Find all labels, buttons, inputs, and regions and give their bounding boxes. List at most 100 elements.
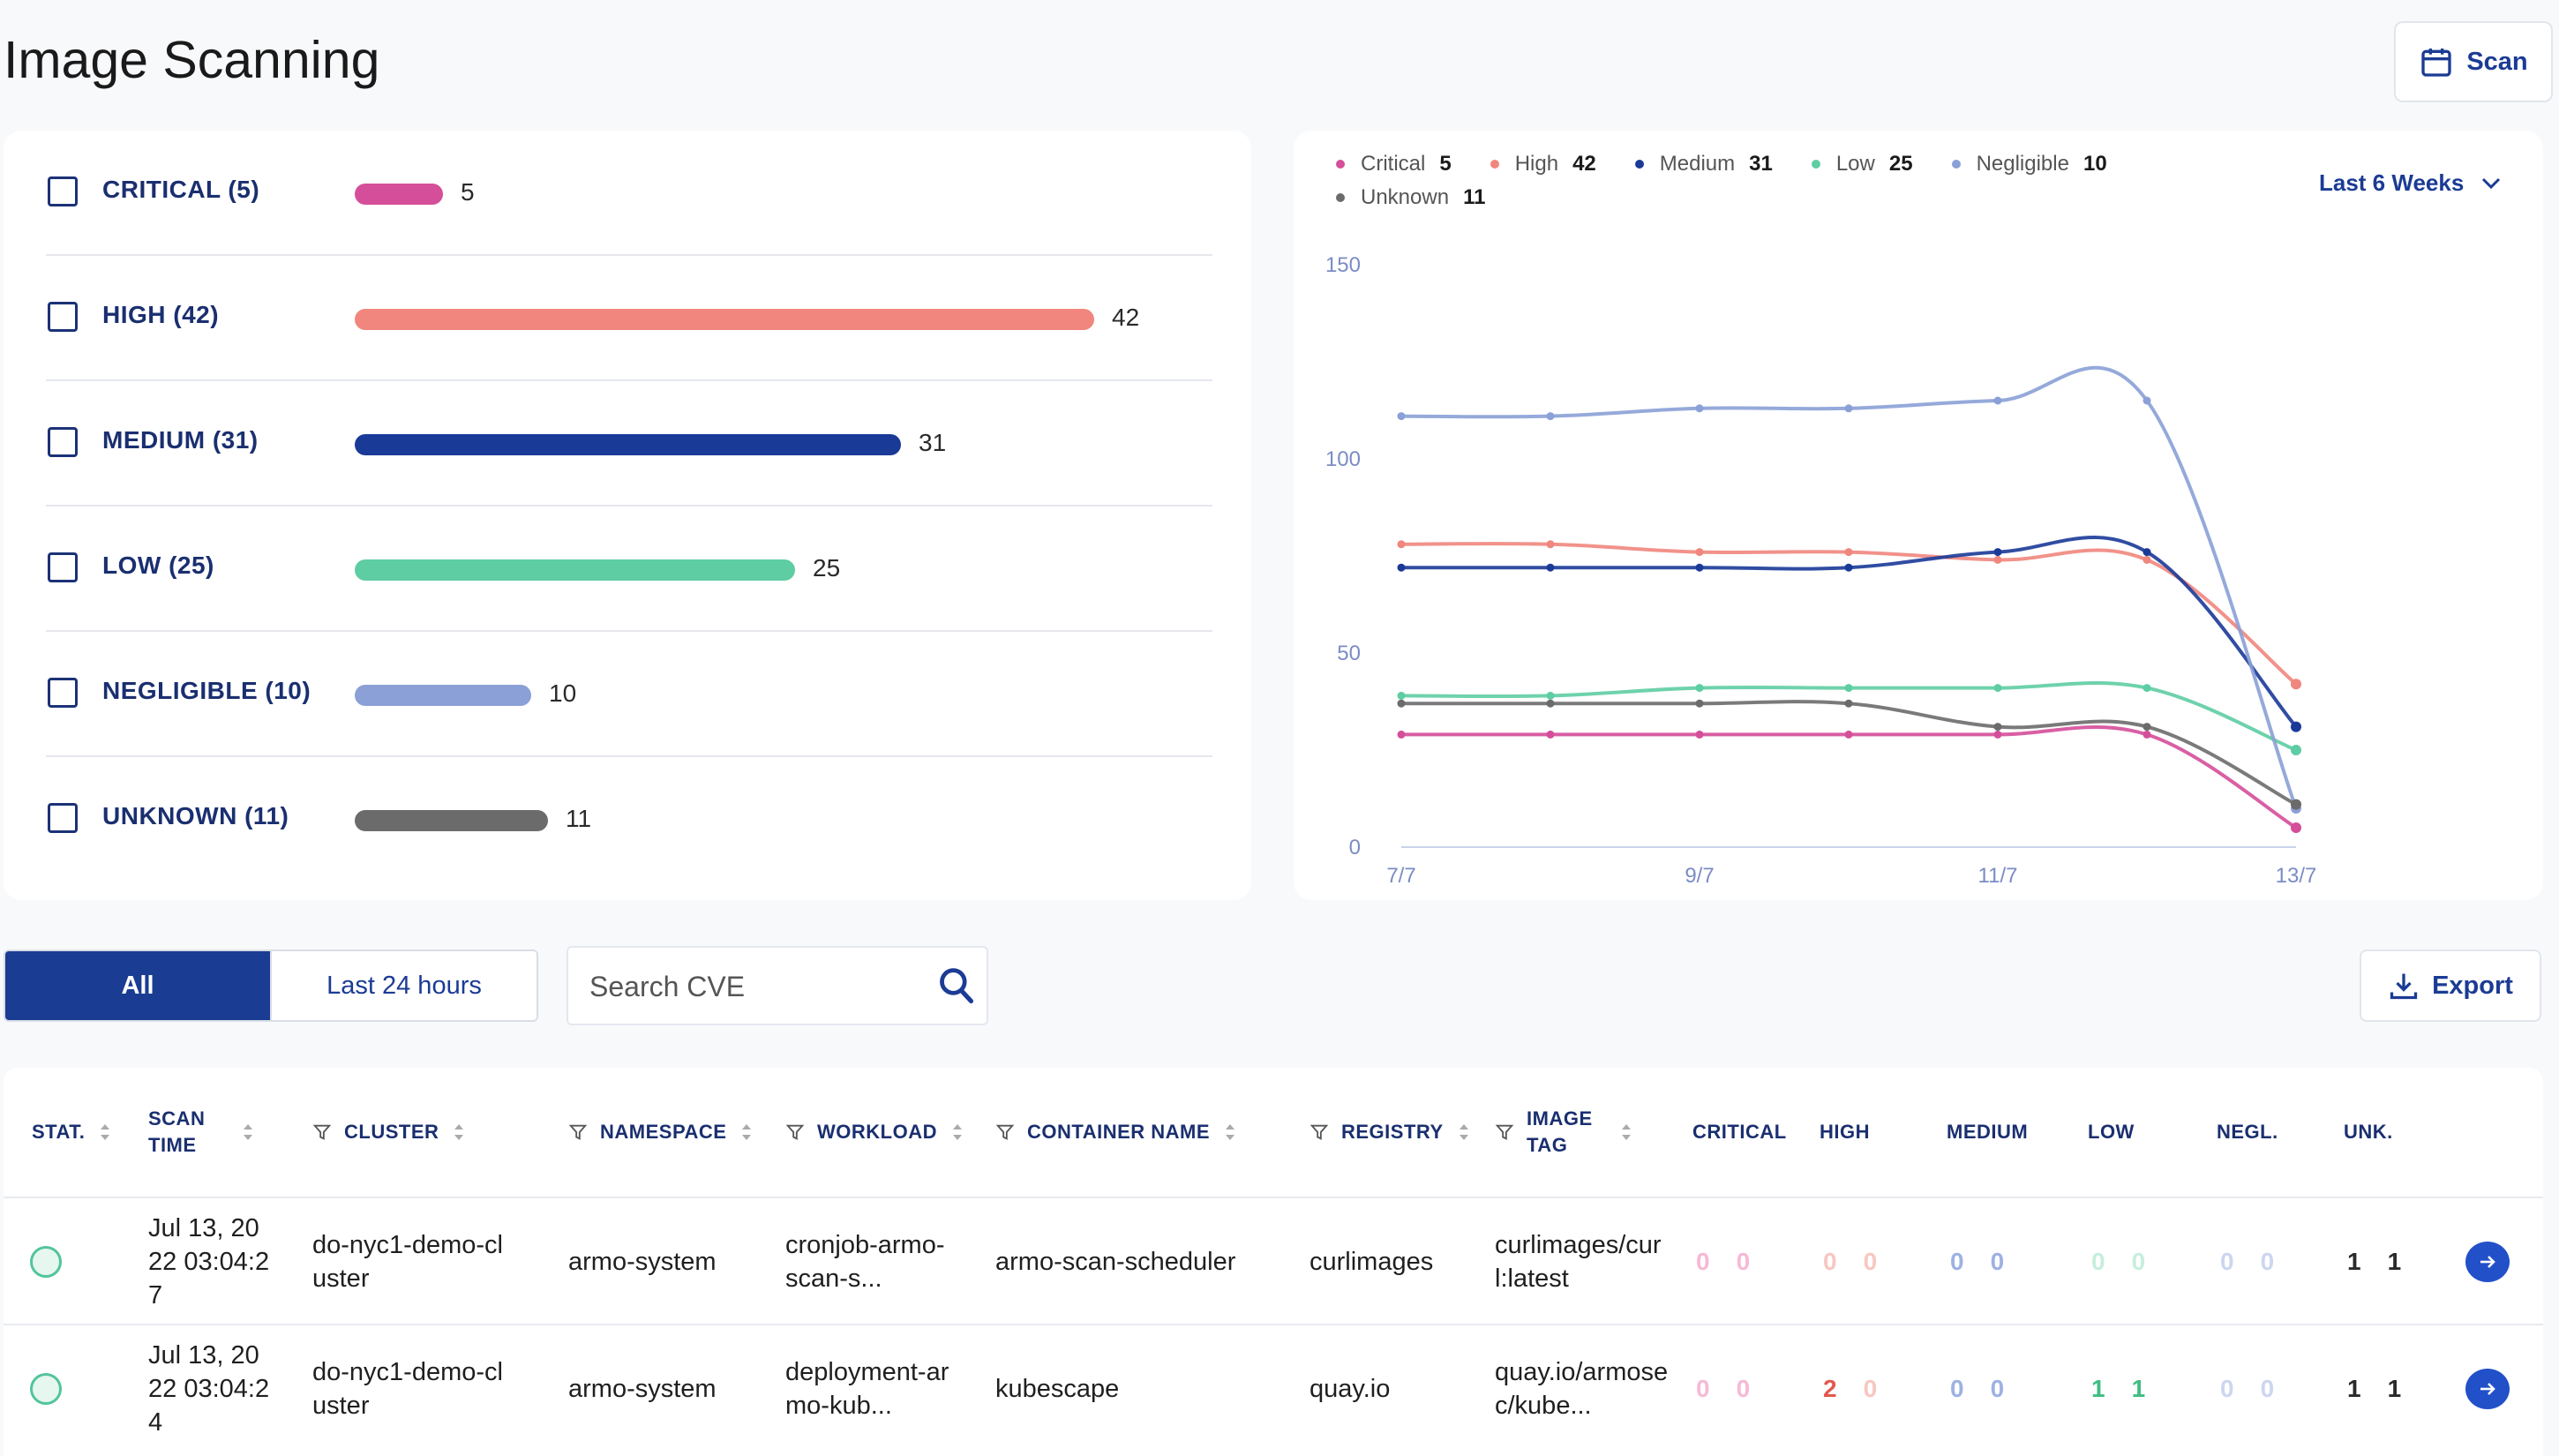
count-value: 1 [2347,1375,2361,1402]
export-button[interactable]: Export [2360,949,2541,1022]
legend-name: Low [1835,152,1875,176]
column-header[interactable]: NAMESPACE [568,1068,753,1197]
search-box [567,946,988,1025]
column-header[interactable]: NEGL. [2217,1068,2278,1197]
count-value: 0 [1950,1375,1964,1402]
legend-count: 11 [1463,185,1486,209]
cell-namespace: armo-system [568,1325,736,1452]
column-header[interactable]: IMAGE TAG [1495,1068,1632,1197]
column-header[interactable]: CRITICAL [1692,1068,1787,1197]
severity-checkbox[interactable] [48,678,78,708]
severity-checkbox[interactable] [48,552,78,582]
count-value: 0 [1736,1375,1751,1402]
legend-count: 5 [1439,152,1452,176]
row-open-button[interactable] [2465,1242,2510,1282]
status-indicator [30,1246,62,1278]
sort-icon[interactable] [453,1122,465,1142]
series-line-negligible [1400,365,2298,809]
count-value: 1 [2091,1375,2105,1402]
scan-button-label: Scan [2466,47,2528,76]
column-header[interactable]: STAT. [32,1068,111,1197]
legend-item[interactable]: High 42 [1490,152,1596,176]
severity-checkbox[interactable] [48,176,78,206]
cell-cluster: do-nyc1-demo-cluster [312,1325,515,1452]
download-icon [2390,973,2418,1000]
sort-icon[interactable] [740,1122,753,1142]
filter-last24-button[interactable]: Last 24 hours [270,951,537,1020]
legend-name: Unknown [1361,185,1450,209]
severity-checkbox[interactable] [48,302,78,332]
legend-dot [1811,160,1820,169]
legend-count: 42 [1572,152,1596,176]
sort-icon[interactable] [951,1122,964,1142]
series-point-medium [1695,563,1704,572]
search-icon[interactable] [937,965,976,1008]
range-dropdown[interactable]: Last 6 Weeks [2319,169,2501,197]
x-tick-label: 11/7 [1978,864,2018,888]
cell-text: quay.io/armosec/kube... [1495,1358,1669,1420]
filter-icon[interactable] [568,1122,588,1142]
column-header[interactable]: UNK. [2344,1068,2393,1197]
filter-icon[interactable] [1495,1122,1514,1142]
filter-icon[interactable] [1310,1122,1329,1142]
column-header[interactable]: LOW [2088,1068,2135,1197]
arrow-right-icon [2480,1256,2495,1268]
series-point-negligible [2143,396,2151,405]
table-row[interactable]: Jul 13, 2022 03:04:27 do-nyc1-demo-cluste… [4,1197,2543,1324]
column-header[interactable]: MEDIUM [1947,1068,2028,1197]
count-value: 0 [1950,1248,1964,1275]
x-tick-label: 7/7 [1386,864,1415,888]
cell-workload: cronjob-armo-scan-s... [785,1198,953,1325]
series-point-low [2291,745,2301,755]
legend-item[interactable]: Medium 31 [1634,152,1773,176]
filter-all-button[interactable]: All [5,951,270,1020]
y-tick-label: 150 [1325,253,1361,277]
column-header[interactable]: SCAN TIME [148,1068,254,1197]
series-point-unknown [1993,723,2002,732]
count-value: 0 [2260,1248,2275,1275]
legend-item[interactable]: Low 25 [1811,152,1913,176]
column-header[interactable]: HIGH [1820,1068,1870,1197]
column-header[interactable]: REGISTRY [1310,1068,1470,1197]
filter-icon[interactable] [785,1122,805,1142]
scan-button[interactable]: Scan [2394,21,2553,102]
column-header[interactable]: WORKLOAD [785,1068,964,1197]
filter-icon[interactable] [995,1122,1015,1142]
legend-item[interactable]: Unknown 11 [1336,185,1485,210]
count-value: 1 [2387,1375,2402,1402]
severity-count: 31 [919,429,947,456]
legend-item[interactable]: Critical 5 [1336,152,1452,176]
legend-count: 10 [2082,152,2107,176]
series-point-critical [1844,730,1853,739]
severity-count: 11 [566,805,592,832]
row-open-button[interactable] [2465,1369,2510,1409]
series-point-critical [1546,730,1555,739]
sort-icon[interactable] [242,1122,254,1142]
severity-checkbox[interactable] [48,427,78,457]
severity-bar [355,184,443,205]
column-header-label: CRITICAL [1692,1121,1787,1143]
column-header[interactable]: CLUSTER [312,1068,465,1197]
series-point-low [1993,684,2002,693]
series-point-unknown [1695,699,1704,708]
sort-icon[interactable] [1224,1122,1236,1142]
severity-checkbox[interactable] [48,803,78,833]
search-cve-input[interactable] [589,967,925,1006]
chart-legend: Critical 5 High 42 Medium 31 Low 25 Negligible 10… [1336,152,2307,210]
series-point-critical [1397,730,1406,739]
sort-icon[interactable] [1458,1122,1470,1142]
severity-bar [355,309,1094,330]
legend-item[interactable]: Negligible 10 [1951,152,2107,176]
table-row[interactable]: Jul 13, 2022 03:04:24 do-nyc1-demo-cluste… [4,1324,2543,1451]
filter-icon[interactable] [312,1122,332,1142]
status-indicator [30,1373,62,1405]
column-header-label: UNK. [2344,1121,2393,1143]
column-header[interactable]: CONTAINER NAME [995,1068,1236,1197]
severity-count: 42 [1112,304,1140,331]
sort-icon[interactable] [99,1122,111,1142]
sort-icon[interactable] [1620,1122,1632,1142]
severity-row: HIGH (42) 42 [46,256,1212,381]
